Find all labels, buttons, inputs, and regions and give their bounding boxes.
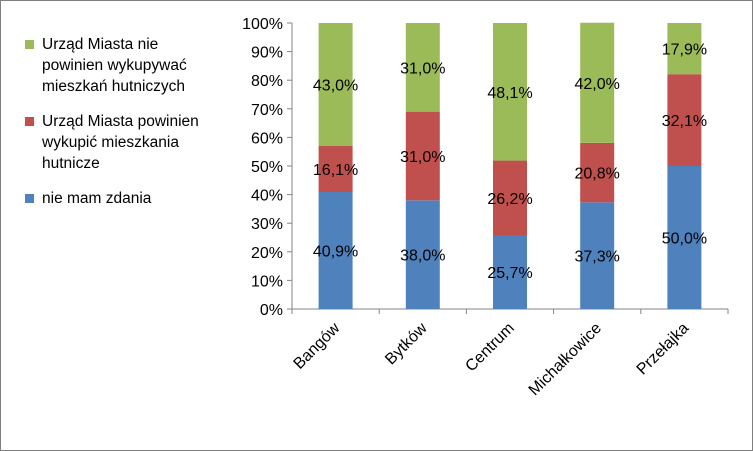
legend-swatch-red bbox=[25, 117, 34, 126]
y-tick-label: 20% bbox=[251, 245, 283, 262]
y-tick-label: 40% bbox=[251, 188, 283, 205]
y-tick-label: 80% bbox=[251, 73, 283, 90]
y-tick-label: 30% bbox=[251, 216, 283, 233]
bar-segment bbox=[318, 145, 353, 193]
bar-segment bbox=[405, 111, 440, 201]
category-label: Bangów bbox=[291, 319, 344, 372]
data-label: 26,2% bbox=[487, 191, 532, 208]
legend: Urząd Miasta nie powinien wykupywać mies… bbox=[22, 34, 247, 223]
bar-segment bbox=[318, 192, 353, 309]
data-label: 25,7% bbox=[487, 265, 532, 282]
category-label: Michałkowice bbox=[526, 320, 605, 399]
legend-swatch-blue bbox=[25, 194, 34, 203]
bar-segment bbox=[667, 74, 702, 166]
data-label: 50,0% bbox=[662, 231, 707, 248]
legend-label-line: Urząd Miasta nie bbox=[42, 36, 159, 53]
legend-item-nie-wykupywac: Urząd Miasta nie powinien wykupywać mies… bbox=[22, 34, 247, 97]
legend-item-nie-mam-zdania: nie mam zdania bbox=[22, 188, 247, 209]
legend-label-line: powinien wykupywać bbox=[42, 57, 187, 74]
bar-segment bbox=[580, 22, 615, 143]
legend-label-line: mieszkań hutniczych bbox=[42, 78, 186, 95]
bar-segment bbox=[493, 160, 527, 236]
bar-segment bbox=[667, 166, 702, 309]
data-label: 17,9% bbox=[662, 42, 707, 59]
legend-label-line: hutnicze bbox=[42, 155, 100, 172]
legend-label-line: nie mam zdania bbox=[42, 190, 152, 207]
bar-segment bbox=[493, 23, 527, 161]
bar-segment bbox=[580, 142, 615, 203]
data-label: 16,1% bbox=[313, 162, 358, 179]
data-label: 31,0% bbox=[400, 149, 445, 166]
data-label: 38,0% bbox=[400, 248, 445, 265]
legend-item-wykupic: Urząd Miasta powinien wykupić mieszkania… bbox=[22, 111, 247, 174]
y-tick-label: 70% bbox=[251, 102, 283, 119]
bar-segment bbox=[405, 23, 440, 112]
data-label: 32,1% bbox=[662, 113, 707, 130]
y-tick-label: 10% bbox=[251, 273, 283, 290]
data-label: 31,0% bbox=[400, 60, 445, 77]
legend-label-line: Urząd Miasta powinien bbox=[42, 113, 199, 130]
bar-segment bbox=[580, 202, 615, 309]
bar-segment bbox=[405, 200, 440, 309]
category-label: Bytków bbox=[382, 319, 431, 368]
data-label: 20,8% bbox=[575, 166, 620, 183]
y-tick-label: 60% bbox=[251, 130, 283, 147]
data-label: 43,0% bbox=[313, 77, 358, 94]
data-label: 42,0% bbox=[575, 76, 620, 93]
data-label: 48,1% bbox=[487, 85, 532, 102]
y-tick-label: 50% bbox=[251, 159, 283, 176]
category-label: Centrum bbox=[462, 320, 517, 375]
category-label: Przełajka bbox=[634, 320, 693, 379]
y-tick-label: 100% bbox=[242, 16, 283, 33]
legend-label-line: wykupić mieszkania bbox=[42, 134, 179, 151]
bar-segment bbox=[493, 235, 527, 309]
bar-segment bbox=[318, 23, 353, 146]
data-label: 37,3% bbox=[575, 249, 620, 266]
legend-swatch-green bbox=[25, 40, 34, 49]
y-tick-label: 0% bbox=[260, 302, 283, 319]
bar-segment bbox=[667, 23, 702, 75]
y-tick-label: 90% bbox=[251, 45, 283, 62]
data-label: 40,9% bbox=[313, 244, 358, 261]
